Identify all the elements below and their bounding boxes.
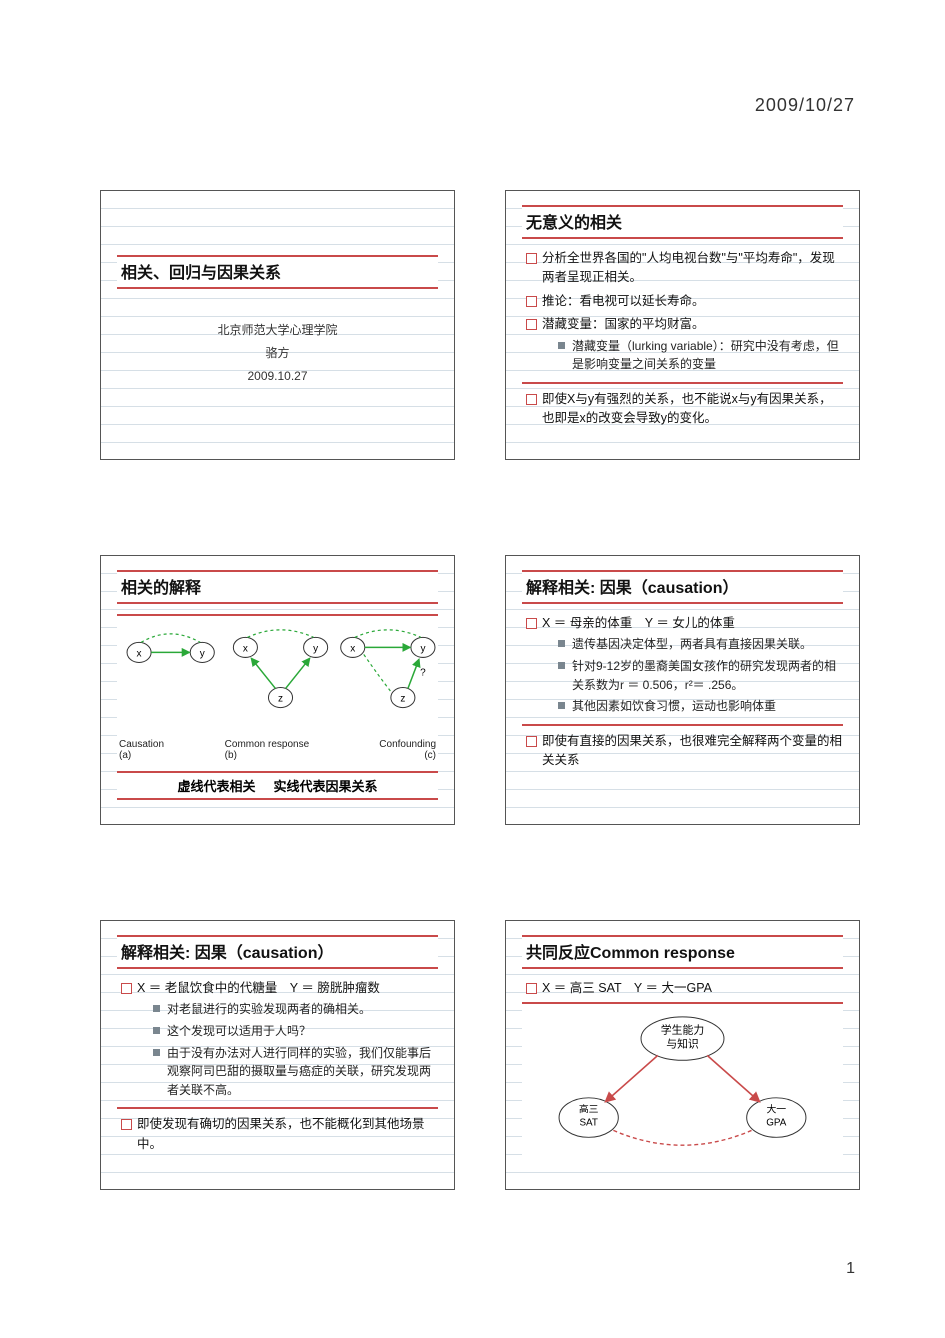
list-sub-item: 这个发现可以适用于人吗？ (151, 1022, 438, 1041)
list-sub-item: 对老鼠进行的实验发现两者的确相关。 (151, 1000, 438, 1019)
list-sub-item: 针对9-12岁的墨裔美国女孩作的研究发现两者的相关系数为r ＝ 0.506，r²… (556, 657, 843, 694)
slide-2-title: 无意义的相关 (522, 205, 843, 239)
list-item: X ＝ 高三 SAT Y ＝ 大一GPA (524, 979, 843, 998)
list-item: X ＝ 老鼠饮食中的代糖量 Y ＝ 膀胱肿瘤数 对老鼠进行的实验发现两者的确相关… (119, 979, 438, 1099)
divider (117, 1107, 438, 1109)
list-item: 推论：看电视可以延长寿命。 (524, 292, 843, 311)
node-top-l2: 与知识 (666, 1037, 699, 1051)
slide-6-title: 共同反应Common response (522, 935, 843, 969)
slide-1-title: 相关、回归与因果关系 (117, 255, 438, 289)
page-number: 1 (846, 1260, 855, 1278)
svg-text:x: x (243, 643, 248, 654)
slide-5-list: X ＝ 老鼠饮食中的代糖量 Y ＝ 膀胱肿瘤数 对老鼠进行的实验发现两者的确相关… (117, 979, 438, 1099)
svg-text:y: y (200, 648, 205, 659)
list-item-text: 潜藏变量：国家的平均财富。 (542, 317, 705, 331)
slide-1-affiliation: 北京师范大学心理学院 (117, 319, 438, 342)
diagram-label-b: Common response (b) (225, 739, 331, 761)
slide-6-list: X ＝ 高三 SAT Y ＝ 大一GPA (522, 979, 843, 998)
node-left-l2: SAT (579, 1118, 597, 1129)
list-item: 即使X与y有强烈的关系，也不能说x与y有因果关系，也即是x的改变会导致y的变化。 (524, 390, 843, 429)
slide-4: 解释相关: 因果（causation） X ＝ 母亲的体重 Y ＝ 女儿的体重 … (505, 555, 860, 825)
slide-3-diagram: x y x y z x y z (117, 614, 438, 739)
slide-3-footnote: 虚线代表相关 实线代表因果关系 (117, 771, 438, 800)
slide-5-list-2: 即使发现有确切的因果关系，也不能概化到其他场景中。 (117, 1115, 438, 1154)
slide-grid: 相关、回归与因果关系 北京师范大学心理学院 骆方 2009.10.27 无意义的… (100, 190, 860, 1190)
common-response-svg: 学生能力 与知识 高三 SAT 大一 GPA (522, 1004, 843, 1162)
slide-5-title: 解释相关: 因果（causation） (117, 935, 438, 969)
svg-text:?: ? (420, 667, 426, 678)
node-right-l2: GPA (766, 1118, 787, 1129)
footnote-right: 实线代表因果关系 (274, 779, 378, 794)
list-sub-item: 其他因素如饮食习惯，运动也影响体重 (556, 697, 843, 716)
slide-1-author: 骆方 (117, 342, 438, 365)
list-sub-item: 由于没有办法对人进行同样的实验，我们仅能事后观察阿司巴甜的摄取量与癌症的关联，研… (151, 1044, 438, 1100)
slide-6: 共同反应Common response X ＝ 高三 SAT Y ＝ 大一GPA… (505, 920, 860, 1190)
divider (522, 724, 843, 726)
slide-2: 无意义的相关 分析全世界各国的"人均电视台数"与"平均寿命"，发现两者呈现正相关… (505, 190, 860, 460)
slide-4-list-2: 即使有直接的因果关系，也很难完全解释两个变量的相关关系 (522, 732, 843, 771)
slide-6-diagram: 学生能力 与知识 高三 SAT 大一 GPA (522, 1002, 843, 1162)
footnote-left: 虚线代表相关 (177, 779, 255, 794)
node-right-l1: 大一 (766, 1103, 786, 1116)
slide-1: 相关、回归与因果关系 北京师范大学心理学院 骆方 2009.10.27 (100, 190, 455, 460)
node-left-l1: 高三 (579, 1103, 599, 1116)
svg-text:x: x (137, 648, 142, 659)
list-item-text: X ＝ 老鼠饮食中的代糖量 Y ＝ 膀胱肿瘤数 (137, 981, 380, 995)
slide-4-title: 解释相关: 因果（causation） (522, 570, 843, 604)
list-item: 分析全世界各国的"人均电视台数"与"平均寿命"，发现两者呈现正相关。 (524, 249, 843, 288)
svg-text:y: y (420, 643, 425, 654)
slide-4-list: X ＝ 母亲的体重 Y ＝ 女儿的体重 遗传基因决定体型，两者具有直接因果关联。… (522, 614, 843, 716)
list-item-emphasis: 即使有直接的因果关系，也很难完全解释两个变量的相关关系 (524, 732, 843, 771)
slide-1-date: 2009.10.27 (117, 365, 438, 388)
slide-3-title: 相关的解释 (117, 570, 438, 604)
page-date: 2009/10/27 (755, 95, 855, 116)
slide-3: 相关的解释 x y x y (100, 555, 455, 825)
label-text: (a) (119, 750, 225, 761)
divider (522, 382, 843, 384)
causal-diagram-svg: x y x y z x y z (117, 616, 438, 739)
svg-text:y: y (313, 643, 318, 654)
diagram-label-c: Confounding (c) (330, 739, 436, 761)
slide-5: 解释相关: 因果（causation） X ＝ 老鼠饮食中的代糖量 Y ＝ 膀胱… (100, 920, 455, 1190)
list-item: 潜藏变量：国家的平均财富。 潜藏变量（lurking variable）：研究中… (524, 315, 843, 374)
list-item: X ＝ 母亲的体重 Y ＝ 女儿的体重 遗传基因决定体型，两者具有直接因果关联。… (524, 614, 843, 716)
slide-3-diagram-labels: Causation (a) Common response (b) Confou… (117, 739, 438, 765)
label-text: (c) (330, 750, 436, 761)
slide-2-list: 分析全世界各国的"人均电视台数"与"平均寿命"，发现两者呈现正相关。 推论：看电… (522, 249, 843, 374)
slide-2-list-2: 即使X与y有强烈的关系，也不能说x与y有因果关系，也即是x的改变会导致y的变化。 (522, 390, 843, 429)
list-item-text: X ＝ 母亲的体重 Y ＝ 女儿的体重 (542, 616, 735, 630)
svg-text:z: z (278, 694, 283, 705)
slide-1-meta: 北京师范大学心理学院 骆方 2009.10.27 (117, 319, 438, 387)
svg-text:z: z (400, 694, 405, 705)
list-sub-item: 遗传基因决定体型，两者具有直接因果关联。 (556, 635, 843, 654)
label-text: (b) (225, 750, 331, 761)
list-item-emphasis: 即使发现有确切的因果关系，也不能概化到其他场景中。 (119, 1115, 438, 1154)
diagram-label-a: Causation (a) (119, 739, 225, 761)
node-top-l1: 学生能力 (661, 1023, 704, 1037)
svg-text:x: x (350, 643, 355, 654)
list-sub-item: 潜藏变量（lurking variable）：研究中没有考虑，但是影响变量之间关… (556, 337, 843, 374)
